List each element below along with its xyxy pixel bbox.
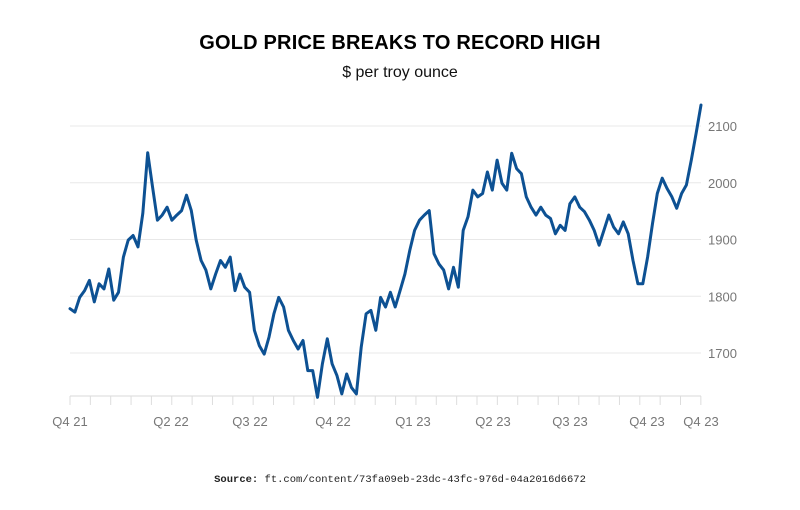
- chart-title: GOLD PRICE BREAKS TO RECORD HIGH: [199, 32, 601, 54]
- y-tick-label: 2000: [708, 176, 737, 191]
- x-tick-label: Q4 23: [629, 414, 664, 429]
- x-tick-label: Q2 23: [475, 414, 510, 429]
- x-tick-label: Q3 22: [232, 414, 267, 429]
- chart-subtitle: $ per troy ounce: [342, 64, 458, 81]
- source-text: ft.com/content/73fa09eb-23dc-43fc-976d-0…: [264, 474, 586, 486]
- y-tick-label: 1800: [708, 289, 737, 304]
- y-tick-label: 1900: [708, 233, 737, 248]
- price-line: [68, 103, 703, 399]
- x-tick-label: Q4 23: [683, 414, 718, 429]
- x-tick-label: Q3 23: [552, 414, 587, 429]
- source-note: Source: ft.com/content/73fa09eb-23dc-43f…: [0, 474, 800, 486]
- y-tick-label: 2100: [708, 119, 737, 134]
- x-tick-label: Q1 23: [395, 414, 430, 429]
- y-tick-label: 1700: [708, 346, 737, 361]
- x-tick-label: Q4 22: [315, 414, 350, 429]
- source-label: Source:: [214, 474, 259, 486]
- x-tick-label: Q2 22: [153, 414, 188, 429]
- x-tick-label: Q4 21: [52, 414, 87, 429]
